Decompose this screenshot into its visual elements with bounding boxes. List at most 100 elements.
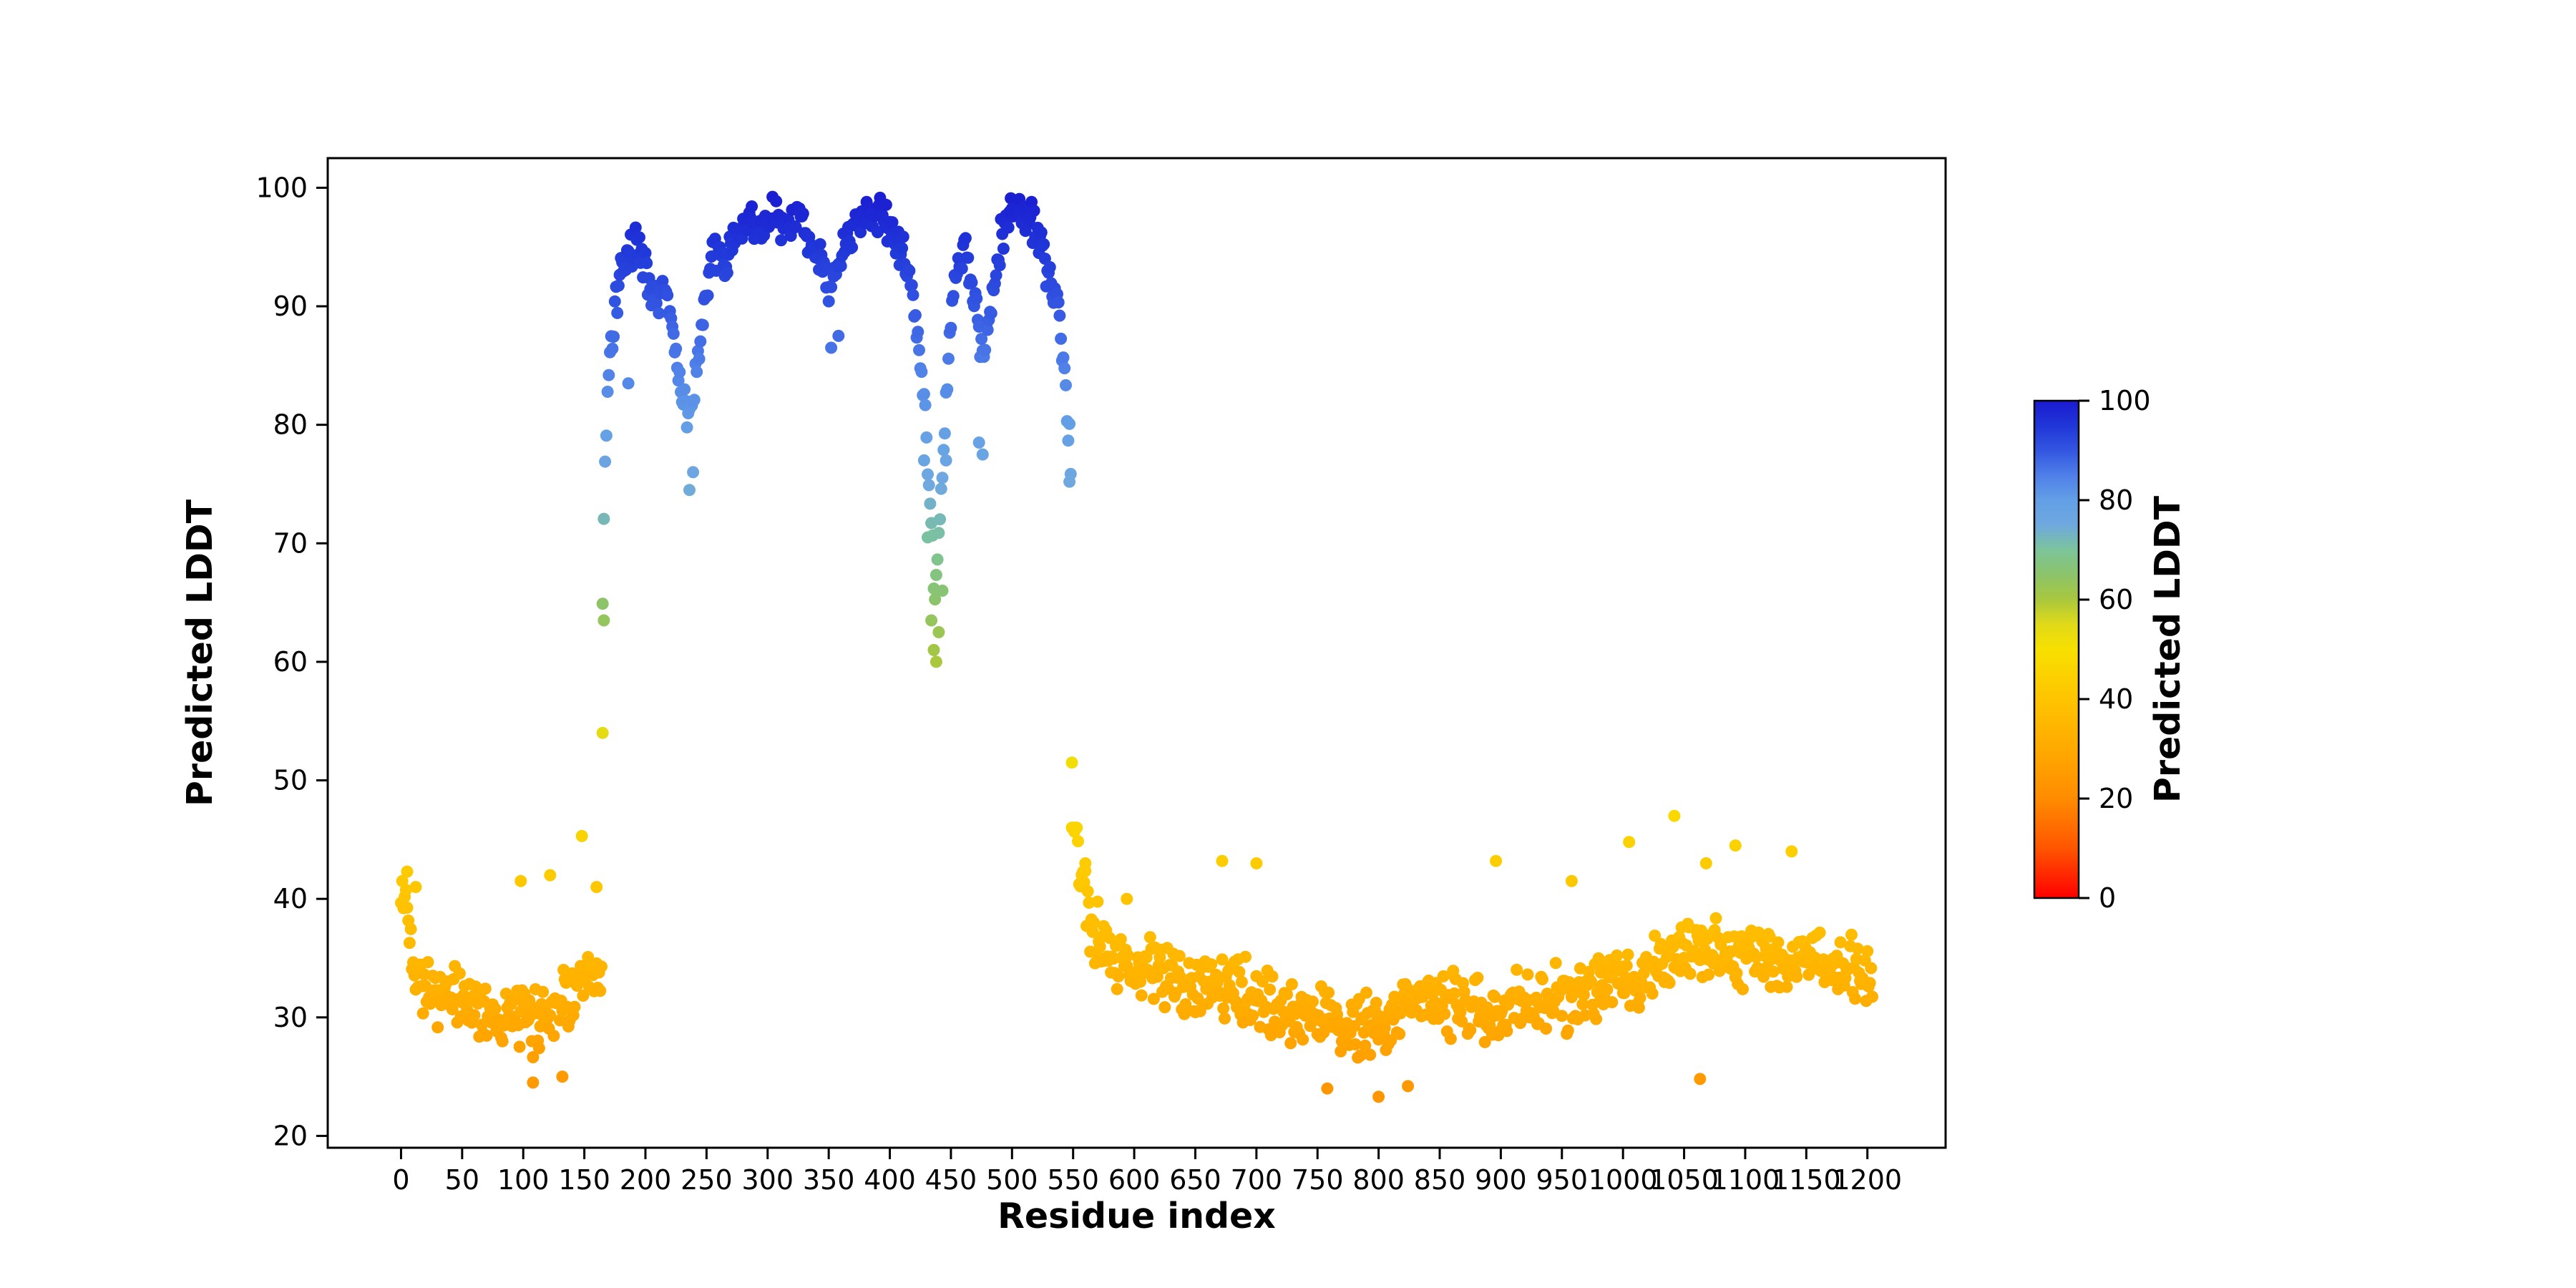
data-point [932,626,945,638]
data-point [1266,970,1279,983]
data-point [640,257,653,270]
data-point [453,967,466,980]
y-tick-label: 60 [273,646,308,678]
data-point [687,466,700,479]
data-point [1322,986,1335,999]
data-point [513,1040,526,1053]
data-point [1565,874,1578,887]
data-point [1070,821,1083,834]
data-point [814,238,826,250]
x-tick-label: 1050 [1649,1164,1719,1196]
data-point [959,232,972,245]
x-tick-label: 0 [392,1164,409,1196]
data-point [1490,854,1503,867]
data-point [1767,965,1780,978]
data-point [1062,434,1075,447]
data-point [403,937,416,950]
data-point [1501,1025,1513,1038]
data-point [1038,238,1050,250]
data-point [1866,990,1878,1003]
data-point [1060,379,1072,391]
data-point [532,1042,545,1055]
data-point [920,431,933,444]
data-point [653,307,665,320]
data-point [537,985,550,998]
data-point [1297,1033,1309,1046]
x-tick-label: 150 [558,1164,610,1196]
data-point [577,990,590,1002]
data-point [970,292,983,305]
data-point [919,399,932,411]
data-point [1668,809,1681,822]
data-point [1359,1039,1372,1052]
data-point [650,297,663,310]
data-point [1264,983,1277,996]
x-tick-label: 200 [620,1164,672,1196]
data-point [1585,975,1598,988]
colorbar-label: Predicted LDDT [2147,495,2188,803]
data-point [997,243,1010,255]
data-point [596,726,609,739]
data-point [1592,952,1605,965]
data-point [1730,967,1743,980]
data-point [1606,996,1619,1009]
data-point [922,479,935,492]
data-point [1151,970,1163,983]
data-point [1246,1010,1259,1022]
data-point [1158,1001,1171,1014]
data-point [597,512,610,525]
data-point [639,247,652,260]
y-tick-label: 100 [255,172,308,203]
data-point [1530,991,1543,1004]
data-point [854,226,867,238]
data-point [941,383,954,396]
data-point [1667,940,1679,953]
data-point [746,200,758,213]
data-point [1780,980,1793,993]
data-point [993,259,1006,272]
data-point [796,208,809,220]
data-point [1488,990,1501,1003]
data-point [825,341,838,354]
data-point [556,1070,569,1083]
data-point [1757,970,1770,983]
data-point [694,335,707,348]
data-point [1694,1073,1707,1085]
data-point [1360,986,1372,999]
data-point [693,353,706,366]
x-tick-label: 250 [680,1164,733,1196]
data-point [1601,983,1614,996]
data-point [1055,332,1068,345]
data-point [1438,1008,1451,1020]
data-point [480,1029,493,1042]
data-point [922,531,934,544]
x-tick-label: 500 [986,1164,1038,1196]
x-tick-label: 1000 [1589,1164,1658,1196]
data-point [678,383,691,396]
x-tick-label: 700 [1231,1164,1283,1196]
data-point [1649,930,1662,942]
data-point [596,597,609,610]
data-point [544,869,557,882]
x-axis-ticks: 0 50 100 150 200 250 300 350 400 450 500 550 600 650 7… [392,1148,1902,1196]
data-point [1511,963,1523,976]
data-point [1471,972,1484,984]
data-point [1481,1001,1494,1014]
data-point [965,276,978,289]
x-tick-label: 100 [497,1164,550,1196]
data-point [721,266,733,279]
x-tick-label: 550 [1047,1164,1099,1196]
data-point [547,1030,560,1043]
data-point [879,198,892,211]
data-point [834,260,847,273]
data-point [1063,475,1076,488]
plot-frame [326,157,1947,1149]
data-point [930,655,942,668]
data-point [1709,912,1722,924]
data-point [822,295,835,308]
colorbar: 0 20 40 60 80 100 Predicted LDDT [2033,385,2188,914]
data-point [1632,1001,1645,1014]
data-point [1772,936,1785,949]
data-point [903,264,916,277]
